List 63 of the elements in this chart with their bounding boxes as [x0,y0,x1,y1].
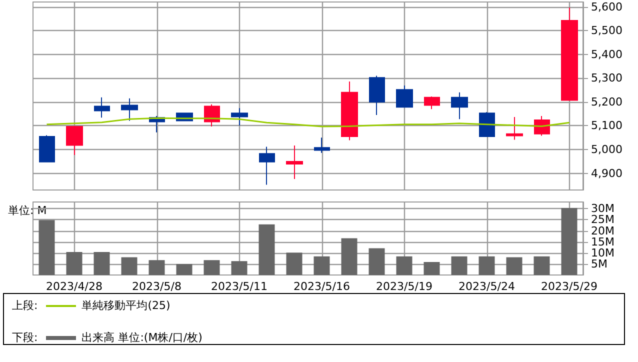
candlestick [231,108,248,126]
y-tick-label: 15M [591,235,614,248]
x-tick-label: 2023/5/8 [132,280,182,293]
candlestick [341,80,358,141]
candlestick [451,92,468,120]
candlestick [424,96,440,110]
candlestick [506,116,523,140]
y-tick-label: 25M [591,213,614,226]
bar [451,256,468,275]
bar [176,264,192,275]
x-tick-label: 2023/5/11 [211,280,268,293]
bar [258,224,275,275]
candlestick [39,134,55,162]
bar [38,220,55,275]
bar [478,256,495,275]
bar [506,257,522,275]
candlestick [396,85,413,108]
candlestick [121,98,138,122]
candlestick [204,104,220,127]
bar [121,257,138,275]
candlestick [479,112,495,137]
y-tick-label: 5,600 [591,0,622,14]
candlestick [314,137,330,154]
x-tick-label: 2023/5/16 [294,280,350,293]
x-tick-label: 2023/5/19 [376,280,432,293]
legend-label: 単純移動平均(25) [82,298,170,313]
bar [231,261,248,275]
bar [94,252,110,275]
y-tick-label: 5,100 [591,119,622,132]
bar [424,262,440,275]
candlestick [259,146,275,186]
bar [204,260,220,275]
legend-title: 下段: [12,330,38,345]
bar [148,260,165,275]
line-series [46,117,570,128]
x-tick-label: 2023/5/24 [458,280,515,293]
bar [286,252,302,275]
bar [561,208,578,275]
bar [314,256,330,275]
bar [534,256,550,275]
candlestick [286,145,303,180]
y-tick-label: 20M [591,224,614,238]
bar [396,256,412,275]
y-tick-label: 5M [591,257,608,270]
legend-title: 上段: [12,298,38,313]
y-tick-label: 5,000 [591,143,622,156]
candlestick [534,115,550,136]
x-tick-label: 2023/4/28 [46,280,102,293]
bar [341,238,358,275]
x-tick-label: 2023/5/29 [541,280,598,293]
y-tick-label: 5,200 [591,95,622,108]
candlestick [369,75,385,116]
bar [66,252,82,275]
bar [368,248,385,275]
y-tick-label: 5,300 [591,72,622,85]
candlestick [94,96,110,118]
y-tick-label: 30M [591,202,614,216]
y-tick-label: 4,900 [591,166,622,180]
y-tick-label: 5,500 [591,24,622,38]
y-tick-label: 5,400 [591,48,622,61]
y-tick-label: 10M [591,246,614,260]
legend-label: 出来高 単位:(M株/口/枚) [82,330,202,345]
candlestick [66,125,83,156]
